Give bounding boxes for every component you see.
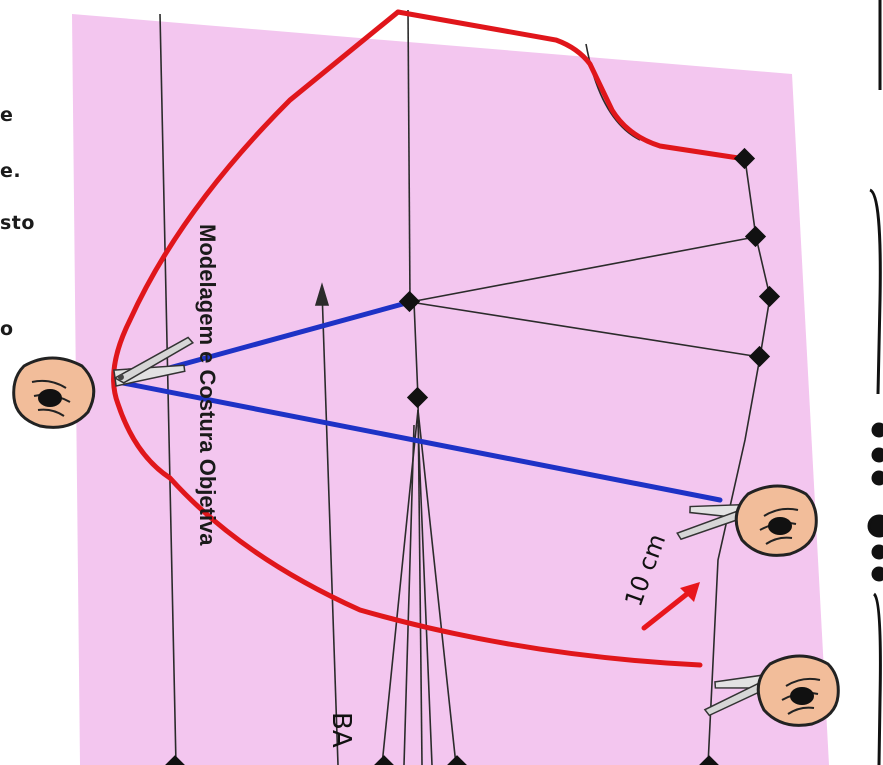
side-text-fragment: o <box>0 318 14 340</box>
side-text-fragment: sto <box>0 212 35 234</box>
side-text-fragment: e. <box>0 160 22 182</box>
pattern-paper <box>72 14 829 765</box>
hand-icon <box>734 484 818 557</box>
red-cut-line <box>111 9 748 668</box>
watermark-text: Modelagem e Costura Objetiva <box>195 224 220 546</box>
right-scribbles <box>867 0 883 765</box>
side-text-fragment: e <box>0 104 14 126</box>
hand-icon <box>756 654 840 727</box>
cut-label: BA <box>326 712 356 748</box>
red-arrow <box>641 587 695 631</box>
red-arrow-head <box>680 582 700 602</box>
hand-icon <box>12 356 96 429</box>
